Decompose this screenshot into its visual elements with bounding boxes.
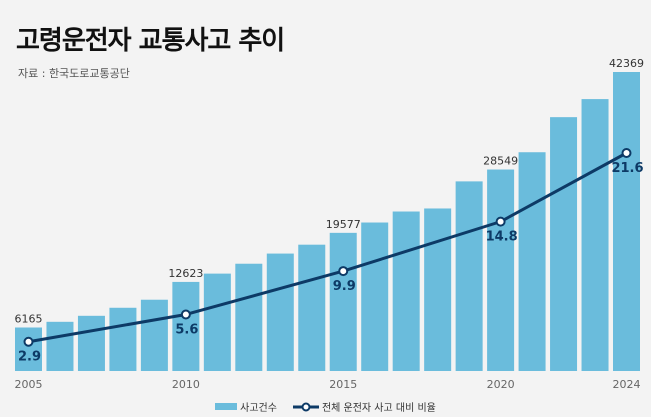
ratio-point-2010 xyxy=(180,309,191,320)
bar-2012 xyxy=(235,263,263,371)
x-tick-2010: 2010 xyxy=(172,378,200,391)
ratio-point-2015 xyxy=(338,266,349,277)
bar-2009 xyxy=(140,299,168,371)
ratio-label-2020: 14.8 xyxy=(486,230,518,245)
legend-bar-label: 사고건수 xyxy=(240,403,277,414)
bar-2014 xyxy=(298,244,326,371)
bar-2023 xyxy=(581,99,609,371)
bar-2021 xyxy=(518,152,546,371)
bar-2017 xyxy=(392,211,420,371)
bar-2016 xyxy=(361,222,389,371)
ratio-point-2005 xyxy=(23,336,34,347)
ratio-label-2010: 5.6 xyxy=(175,322,198,337)
bar-2022 xyxy=(550,117,578,371)
ratio-label-2005: 2.9 xyxy=(18,350,41,365)
x-tick-2005: 2005 xyxy=(15,378,43,391)
bar-label-2024: 42369 xyxy=(609,57,644,70)
bar-label-2015: 19577 xyxy=(326,218,361,231)
bar-2006 xyxy=(46,321,74,371)
bar-2008 xyxy=(109,307,137,371)
bar-2015 xyxy=(329,232,357,371)
ratio-label-2015: 9.9 xyxy=(333,279,356,294)
x-tick-2020: 2020 xyxy=(487,378,515,391)
ratio-label-2024: 21.6 xyxy=(611,161,643,176)
bar-label-2005: 6165 xyxy=(15,312,43,325)
bar-2011 xyxy=(203,273,231,371)
bar-label-2020: 28549 xyxy=(483,155,518,168)
bar-2019 xyxy=(455,181,483,371)
legend-item-line: 전체 운전자 사고 대비 비율 xyxy=(292,399,436,414)
ratio-point-2020 xyxy=(495,216,506,227)
chart-source: 자료 : 한국도로교통공단 xyxy=(18,67,130,80)
bar-2020 xyxy=(487,169,515,371)
legend-item-bars: 사고건수 xyxy=(215,399,277,414)
legend: 사고건수 전체 운전자 사고 대비 비율 xyxy=(0,399,651,414)
bar-2005 xyxy=(15,327,42,371)
legend-line-label: 전체 운전자 사고 대비 비율 xyxy=(321,403,436,414)
bar-2013 xyxy=(266,253,294,371)
bar-label-2010: 12623 xyxy=(168,267,203,280)
legend-line-swatch xyxy=(292,402,319,411)
bar-2024 xyxy=(613,72,640,371)
ratio-point-2024 xyxy=(621,148,632,158)
bar-2018 xyxy=(424,208,452,371)
bar-2007 xyxy=(77,315,105,371)
x-tick-2024: 2024 xyxy=(613,378,641,391)
bar-2010 xyxy=(172,281,200,371)
chart-title: 고령운전자 교통사고 추이 xyxy=(16,26,285,56)
legend-bar-swatch xyxy=(215,403,238,410)
x-tick-2015: 2015 xyxy=(329,378,357,391)
